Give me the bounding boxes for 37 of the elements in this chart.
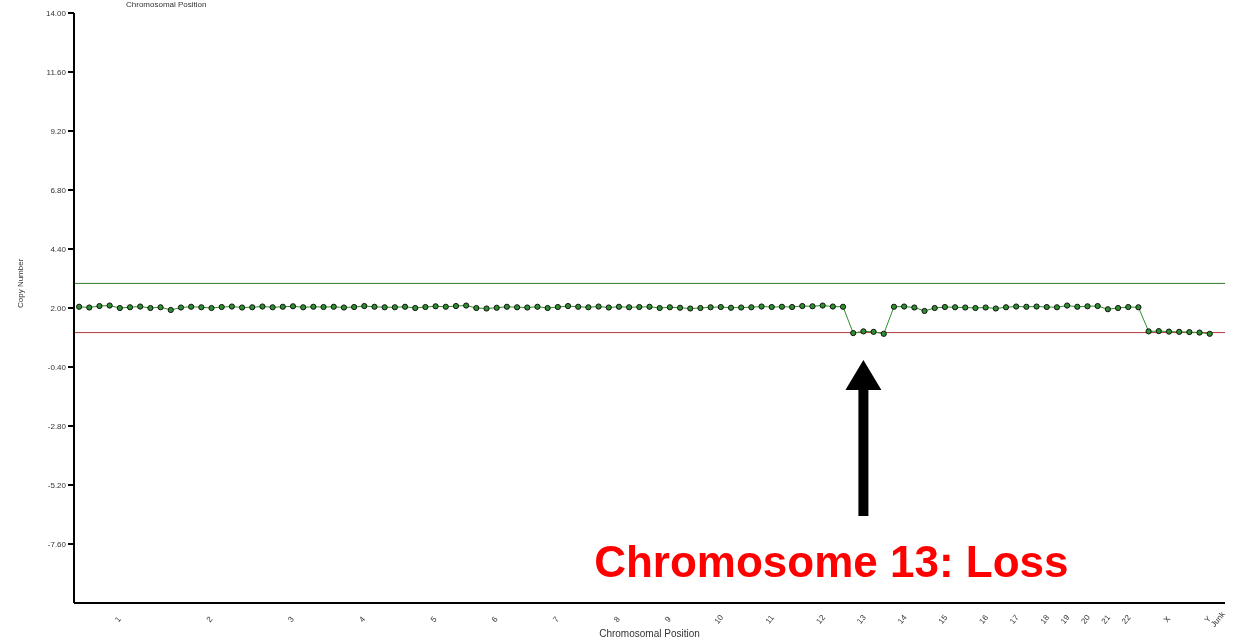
x-tick-label: 6 [489,614,501,624]
annotation: Chromosome 13: Loss [594,537,1069,586]
x-tick-label: 8 [612,614,623,624]
y-tick-label: 9.20 [50,126,67,136]
x-tick-label: X [1161,613,1173,625]
x-tick-label: 18 [1038,612,1052,626]
y-tick-label: 2.00 [50,303,67,313]
x-tick-label: 1 [113,614,124,624]
y-tick-label: -0.40 [47,362,67,372]
x-tick-label: 2 [204,614,215,624]
x-tick-label: 19 [1058,612,1072,626]
y-tick-label: 6.80 [50,185,67,195]
x-tick-label: 14 [895,612,909,626]
x-tick-label: 16 [977,612,991,626]
x-tick-label: 22 [1120,612,1133,626]
y-tick-label: -7.60 [47,539,67,549]
x-tick-label: 5 [428,614,439,624]
x-tick-label: 13 [855,612,869,626]
x-tick-label: 7 [551,614,562,624]
x-tick-label: 3 [286,614,297,624]
x-tick-label: 15 [936,612,950,626]
y-axis-title: Copy Number [15,258,25,308]
x-tick-label: 20 [1079,612,1093,626]
x-tick-label: 17 [1007,612,1021,626]
y-tick-label: -5.20 [47,480,67,490]
x-tick-label: 21 [1099,612,1113,626]
y-tick-label: 4.40 [50,244,67,254]
x-tick-label: 9 [663,614,674,624]
x-tick-label: 12 [814,612,828,626]
x-tick-label: 11 [763,612,777,626]
x-tick-label: 4 [357,614,368,624]
y-tick-label: 14.00 [45,8,67,18]
x-tick-label: 10 [712,612,726,626]
text: Chromosomal Position [126,0,207,9]
y-tick-label: -2.80 [47,421,67,431]
y-tick-label: 11.60 [46,67,67,77]
x-axis-title: Chromosomal Position [599,628,700,639]
